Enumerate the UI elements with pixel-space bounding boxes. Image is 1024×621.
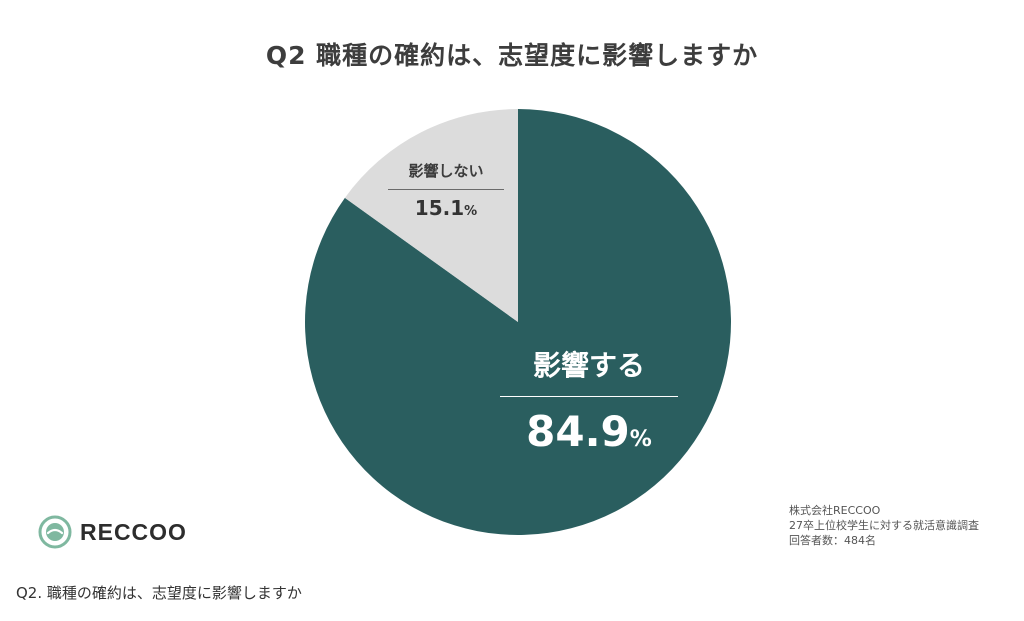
figure-caption: Q2. 職種の確約は、志望度に影響しますか bbox=[16, 584, 302, 602]
source-respondents: 回答者数：484名 bbox=[789, 534, 876, 547]
chart-figure: Q2 職種の確約は、志望度に影響しますか 影響しない 15.1% 影響する 84… bbox=[38, 41, 979, 549]
percent-sign: % bbox=[629, 427, 652, 452]
slice-label-not-affect: 影響しない 15.1% bbox=[388, 160, 504, 220]
slice-label-affect: 影響する 84.9% bbox=[500, 344, 678, 456]
source-company: 株式会社RECCOO bbox=[789, 504, 881, 517]
logo-text: RECCOO bbox=[80, 518, 187, 545]
source-survey: 27卒上位校学生に対する就活意識調査 bbox=[789, 519, 979, 532]
label-divider bbox=[500, 396, 678, 397]
slice-value-affect: 84.9 bbox=[526, 407, 630, 456]
label-divider bbox=[388, 189, 504, 190]
percent-sign: % bbox=[464, 204, 478, 219]
chart-title: Q2 職種の確約は、志望度に影響しますか bbox=[265, 41, 759, 70]
pie-slice-not-affect bbox=[344, 109, 518, 322]
slice-category-not-affect: 影響しない bbox=[408, 162, 484, 180]
logo-mark-icon bbox=[38, 515, 72, 549]
slice-value-not-affect: 15.1 bbox=[414, 196, 465, 220]
company-logo: RECCOO bbox=[38, 515, 187, 549]
slice-category-affect: 影響する bbox=[532, 349, 645, 382]
source-note: 株式会社RECCOO 27卒上位校学生に対する就活意識調査 回答者数：484名 bbox=[789, 503, 979, 548]
pie-chart bbox=[305, 109, 732, 535]
